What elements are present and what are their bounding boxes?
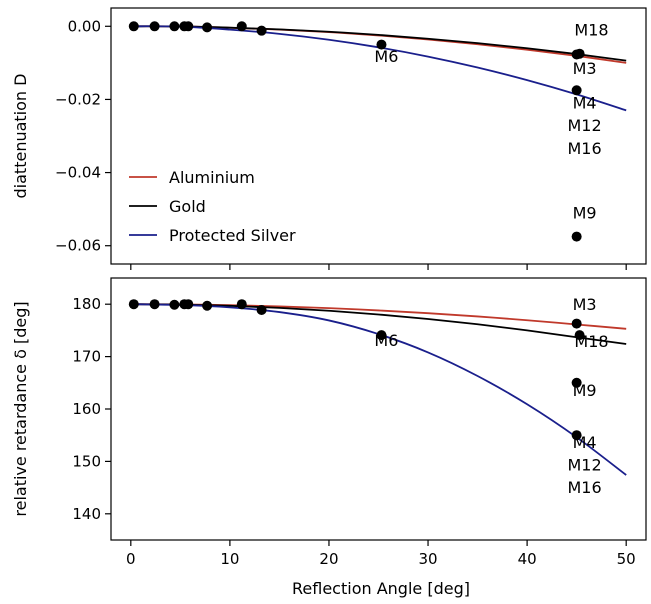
annotation-m6: M6 xyxy=(374,47,398,66)
annotation-m9: M9 xyxy=(573,203,597,222)
annotation-m18: M18 xyxy=(574,20,608,39)
annotation-m12: M12 xyxy=(567,116,601,135)
data-point xyxy=(128,299,139,310)
y-tick-label: 180 xyxy=(72,295,101,313)
data-point xyxy=(236,21,247,32)
series-line-protected-silver xyxy=(130,25,627,112)
legend-label: Gold xyxy=(169,197,206,216)
x-tick-label: 40 xyxy=(518,550,537,568)
annotation-m16: M16 xyxy=(567,139,601,158)
annotation-m9: M9 xyxy=(573,381,597,400)
y-tick-label: −0.06 xyxy=(55,237,101,255)
annotation-m16: M16 xyxy=(567,478,601,497)
annotation-m6: M6 xyxy=(374,331,398,350)
data-point xyxy=(202,300,213,311)
data-point xyxy=(571,85,582,96)
x-tick-label: 20 xyxy=(319,550,338,568)
series-line-gold xyxy=(130,303,627,345)
data-point xyxy=(571,430,582,441)
data-point xyxy=(128,21,139,32)
y-tick-label: 140 xyxy=(72,505,101,523)
x-tick-label: 0 xyxy=(126,550,136,568)
annotation-m12: M12 xyxy=(567,455,601,474)
data-point xyxy=(202,22,213,33)
y-tick-label: 160 xyxy=(72,400,101,418)
y-tick-label: 150 xyxy=(72,452,101,470)
y-tick-label: −0.04 xyxy=(55,164,101,182)
plot-frame xyxy=(110,277,647,541)
annotation-m4: M4 xyxy=(573,94,597,113)
data-point xyxy=(574,48,585,59)
data-point xyxy=(571,231,582,242)
data-point xyxy=(149,299,160,310)
y-tick-label: 170 xyxy=(72,348,101,366)
data-point xyxy=(183,21,194,32)
data-point xyxy=(149,21,160,32)
data-point xyxy=(574,330,585,341)
data-point xyxy=(169,21,180,32)
data-point xyxy=(376,39,387,50)
data-point xyxy=(236,299,247,310)
annotation-m18: M18 xyxy=(574,332,608,351)
x-tick-label: 30 xyxy=(418,550,437,568)
diattenuation-panel: 0.00 −0.02 −0.04 −0.06 diattenuation D M6 M18 M… xyxy=(11,7,647,270)
data-point xyxy=(376,330,387,341)
x-axis-title: Reflection Angle [deg] xyxy=(292,579,470,598)
series-line-gold xyxy=(130,25,627,62)
y-tick-label: −0.02 xyxy=(55,90,101,108)
annotation-m3: M3 xyxy=(573,59,597,78)
y-axis-title: relative retardance δ [deg] xyxy=(11,301,30,516)
data-point xyxy=(571,318,582,329)
retardance-panel: 180 170 160 150 140 0 10 20 30 40 50 relative retar… xyxy=(11,277,647,568)
y-axis-title: diattenuation D xyxy=(11,74,30,199)
data-point xyxy=(256,304,267,315)
data-point xyxy=(571,377,582,388)
annotation-m4: M4 xyxy=(573,433,597,452)
legend-label: Aluminium xyxy=(169,168,255,187)
data-point xyxy=(256,25,267,36)
annotation-m3: M3 xyxy=(573,295,597,314)
legend-label: Protected Silver xyxy=(169,226,296,245)
y-tick-label: 0.00 xyxy=(68,17,101,35)
data-point xyxy=(169,299,180,310)
plot-frame xyxy=(110,7,647,265)
x-tick-label: 50 xyxy=(617,550,636,568)
series-line-protected-silver xyxy=(130,303,627,476)
data-point xyxy=(183,299,194,310)
x-tick-label: 10 xyxy=(220,550,239,568)
